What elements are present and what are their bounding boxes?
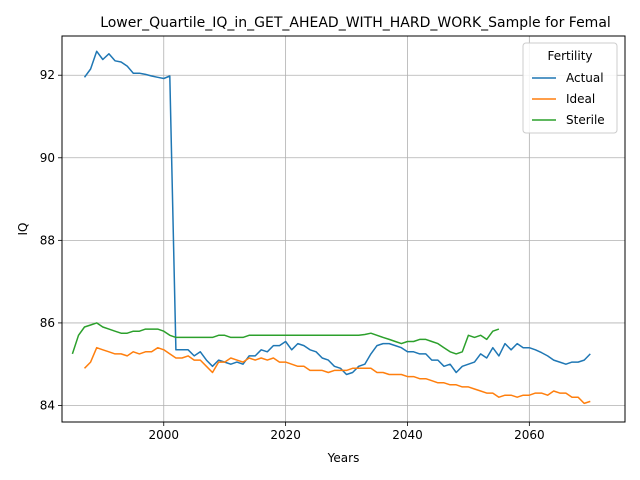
legend-entry: Ideal <box>566 92 595 106</box>
axis-ticks: 2000 2020 2040 2060 84 86 88 90 92 <box>40 68 545 442</box>
x-tick-label: 2040 <box>392 428 423 442</box>
legend-entry: Sterile <box>566 113 605 127</box>
series-lines <box>71 50 591 405</box>
chart-title: Lower_Quartile_IQ_in_GET_AHEAD_WITH_HARD… <box>100 15 611 31</box>
plot-frame <box>61 35 626 423</box>
series-line-ideal <box>83 346 591 405</box>
y-axis-label: IQ <box>16 223 30 236</box>
y-tick-label: 90 <box>40 151 55 165</box>
x-tick-label: 2000 <box>148 428 179 442</box>
legend-box <box>522 42 618 134</box>
legend-entry: Actual <box>566 71 604 85</box>
legend: Fertility Actual Ideal Sterile <box>522 42 618 134</box>
y-tick-label: 84 <box>40 398 55 412</box>
y-tick-label: 86 <box>40 316 55 330</box>
legend-title: Fertility <box>547 49 592 63</box>
x-tick-label: 2060 <box>514 428 545 442</box>
y-tick-label: 88 <box>40 233 55 247</box>
series-line-actual <box>83 50 591 376</box>
y-tick-label: 92 <box>40 68 55 82</box>
x-axis-label: Years <box>327 451 360 465</box>
series-line-sterile <box>71 322 500 355</box>
x-tick-label: 2020 <box>270 428 301 442</box>
